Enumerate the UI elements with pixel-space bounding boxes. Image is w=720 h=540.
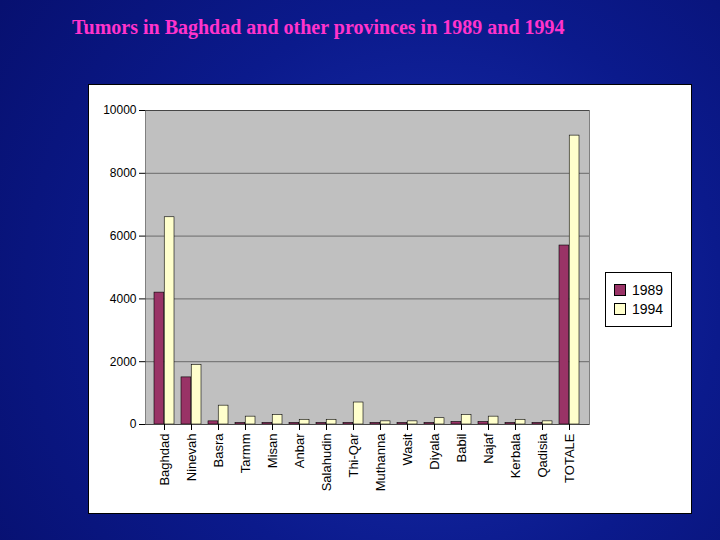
svg-text:Ninevah: Ninevah [184, 434, 199, 482]
svg-text:Tarmm: Tarmm [238, 434, 253, 474]
svg-text:6000: 6000 [110, 229, 137, 243]
svg-text:Wasit: Wasit [400, 433, 415, 465]
svg-text:Salahudin: Salahudin [319, 434, 334, 492]
svg-text:Qadisia: Qadisia [535, 433, 550, 478]
svg-text:Basra: Basra [211, 433, 226, 468]
svg-text:Thi-Qar: Thi-Qar [346, 433, 361, 478]
svg-text:Anbar: Anbar [292, 433, 307, 468]
svg-text:Diyala: Diyala [427, 433, 442, 470]
svg-text:4000: 4000 [110, 292, 137, 306]
svg-text:Kerbala: Kerbala [508, 433, 523, 479]
svg-text:Muthanna: Muthanna [373, 433, 388, 492]
svg-text:10000: 10000 [103, 103, 137, 117]
svg-text:0: 0 [130, 417, 137, 431]
svg-text:Babil: Babil [454, 433, 469, 462]
svg-text:TOTALE: TOTALE [562, 433, 577, 483]
html-text:1989: 1989 [632, 281, 664, 298]
svg-text:Baghdad: Baghdad [157, 434, 172, 486]
svg-text:8000: 8000 [110, 166, 137, 180]
html-text:1994: 1994 [632, 300, 664, 317]
svg-text:Misan: Misan [265, 434, 280, 469]
svg-text:2000: 2000 [110, 355, 137, 369]
html-text:Tumors in Baghdad and other pr: Tumors in Baghdad and other provinces in… [72, 16, 565, 38]
svg-text:Najaf: Najaf [481, 433, 496, 464]
